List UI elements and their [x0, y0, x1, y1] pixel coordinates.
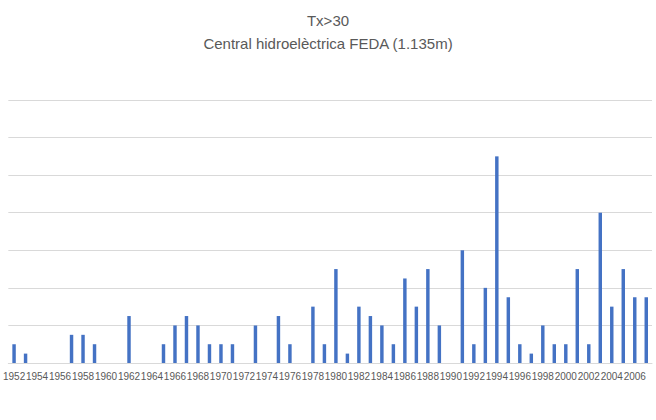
- svg-text:1988: 1988: [417, 371, 440, 382]
- svg-text:1958: 1958: [72, 371, 95, 382]
- svg-text:1998: 1998: [532, 371, 555, 382]
- svg-text:1994: 1994: [486, 371, 509, 382]
- svg-text:1964: 1964: [141, 371, 164, 382]
- svg-text:1978: 1978: [302, 371, 325, 382]
- svg-text:1952: 1952: [3, 371, 26, 382]
- svg-text:1970: 1970: [210, 371, 233, 382]
- svg-text:1974: 1974: [256, 371, 279, 382]
- svg-text:1954: 1954: [26, 371, 49, 382]
- svg-text:1972: 1972: [233, 371, 256, 382]
- svg-text:1960: 1960: [95, 371, 118, 382]
- svg-text:Central hidroelèctrica FEDA (1: Central hidroelèctrica FEDA (1.135m): [203, 35, 452, 52]
- svg-text:2000: 2000: [555, 371, 578, 382]
- svg-text:1962: 1962: [118, 371, 141, 382]
- svg-text:2004: 2004: [601, 371, 624, 382]
- svg-text:1984: 1984: [371, 371, 394, 382]
- svg-text:1990: 1990: [440, 371, 463, 382]
- svg-text:2006: 2006: [624, 371, 647, 382]
- svg-text:1996: 1996: [509, 371, 532, 382]
- svg-text:1968: 1968: [187, 371, 210, 382]
- svg-text:Tx>30: Tx>30: [307, 12, 349, 29]
- svg-text:1976: 1976: [279, 371, 302, 382]
- svg-text:1966: 1966: [164, 371, 187, 382]
- svg-text:2002: 2002: [578, 371, 601, 382]
- svg-text:1986: 1986: [394, 371, 417, 382]
- svg-text:1992: 1992: [463, 371, 486, 382]
- svg-text:1980: 1980: [325, 371, 348, 382]
- svg-text:1956: 1956: [49, 371, 72, 382]
- svg-text:1982: 1982: [348, 371, 371, 382]
